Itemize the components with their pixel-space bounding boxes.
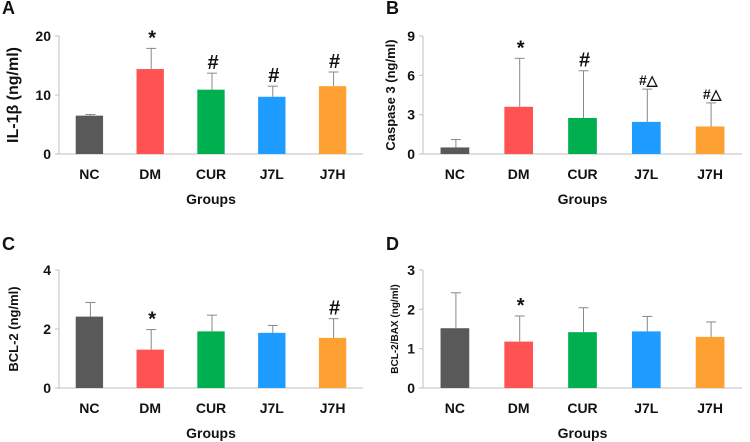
significance-marker: * bbox=[517, 295, 525, 317]
y-tick-label: 6 bbox=[407, 67, 415, 83]
y-tick-label: 3 bbox=[407, 262, 415, 278]
bar-cur bbox=[568, 117, 597, 154]
y-axis-title: IL-1β (ng/ml) bbox=[5, 47, 22, 143]
bar-nc bbox=[75, 316, 104, 388]
significance-marker: # bbox=[329, 51, 340, 73]
x-category-label: J7H bbox=[697, 166, 723, 182]
bar-nc bbox=[75, 115, 104, 154]
x-category-label: CUR bbox=[196, 400, 226, 416]
bar-dm bbox=[504, 106, 534, 154]
x-category-label: J7H bbox=[320, 166, 346, 182]
y-tick-label: 2 bbox=[407, 301, 415, 317]
x-category-label: CUR bbox=[196, 166, 226, 182]
x-category-label: CUR bbox=[567, 166, 597, 182]
x-category-label: NC bbox=[79, 400, 99, 416]
x-category-label: J7L bbox=[260, 166, 285, 182]
y-axis-title: Caspase 3 (ng/ml) bbox=[383, 39, 398, 150]
bar-cur bbox=[568, 332, 597, 388]
panel-c: C 0 2 4 NC DM * CUR J7L J7H # Groups BCL-2 (ng/ml) bbox=[2, 234, 363, 441]
x-category-label: DM bbox=[508, 400, 530, 416]
panel-letter: B bbox=[386, 0, 399, 18]
y-axis-title: BCL-2 (ng/ml) bbox=[6, 286, 21, 371]
bar-j7l bbox=[631, 121, 661, 154]
bar-j7h bbox=[318, 86, 347, 154]
x-category-label: J7H bbox=[697, 400, 723, 416]
y-tick-label: 0 bbox=[43, 380, 51, 396]
y-tick-label: 1 bbox=[407, 341, 415, 357]
panel-d: D 0 1 2 3 NC DM * CUR J7L J7H Groups BCL-2/BAX (ng/m… bbox=[386, 234, 742, 441]
x-axis-title: Groups bbox=[186, 191, 236, 207]
significance-marker: #△ bbox=[639, 72, 659, 88]
y-tick-label: 0 bbox=[407, 146, 415, 162]
y-tick-label: 20 bbox=[35, 28, 51, 44]
x-category-label: DM bbox=[139, 400, 161, 416]
significance-marker: #△ bbox=[703, 86, 723, 102]
x-category-label: J7H bbox=[320, 400, 346, 416]
x-category-label: CUR bbox=[567, 400, 597, 416]
bar-dm bbox=[136, 69, 164, 154]
bar-cur bbox=[197, 89, 225, 154]
y-tick-label: 0 bbox=[43, 146, 51, 162]
x-category-label: NC bbox=[79, 166, 99, 182]
x-axis-title: Groups bbox=[186, 425, 236, 441]
x-category-label: J7L bbox=[260, 400, 285, 416]
y-tick-label: 2 bbox=[43, 321, 51, 337]
panel-letter: C bbox=[2, 234, 15, 254]
bar-j7l bbox=[258, 332, 286, 388]
y-tick-label: 10 bbox=[35, 87, 51, 103]
significance-marker: # bbox=[207, 52, 218, 74]
y-tick-label: 0 bbox=[407, 380, 415, 396]
bar-nc bbox=[440, 147, 470, 154]
y-tick-label: 9 bbox=[407, 28, 415, 44]
bar-dm bbox=[136, 349, 164, 388]
panel-letter: A bbox=[2, 0, 15, 18]
x-axis-title: Groups bbox=[558, 425, 608, 441]
significance-marker: # bbox=[268, 65, 279, 87]
significance-marker: # bbox=[329, 298, 340, 320]
bar-j7h bbox=[318, 337, 347, 388]
y-tick-label: 4 bbox=[43, 262, 51, 278]
panel-letter: D bbox=[386, 234, 399, 254]
bar-j7h bbox=[695, 336, 725, 388]
x-category-label: NC bbox=[445, 400, 465, 416]
bar-nc bbox=[440, 328, 470, 388]
x-category-label: J7L bbox=[634, 166, 659, 182]
bar-j7l bbox=[258, 96, 286, 154]
bar-j7h bbox=[695, 126, 725, 154]
y-tick-label: 3 bbox=[407, 107, 415, 123]
bar-cur bbox=[197, 331, 225, 388]
panel-a: A 0 10 20 NC DM * CUR # J7L # J7H # Groups IL-1β (ng/m… bbox=[2, 0, 363, 207]
y-axis-title: BCL-2/BAX (ng/ml) bbox=[390, 284, 401, 373]
x-category-label: DM bbox=[139, 166, 161, 182]
bar-j7l bbox=[631, 331, 661, 388]
x-axis-title: Groups bbox=[558, 191, 608, 207]
x-category-label: J7L bbox=[634, 400, 659, 416]
significance-marker: * bbox=[517, 37, 525, 59]
x-category-label: DM bbox=[508, 166, 530, 182]
significance-marker: * bbox=[148, 309, 156, 331]
significance-marker: # bbox=[579, 50, 590, 72]
significance-marker: * bbox=[148, 27, 156, 49]
panel-b: B 0 3 6 9 NC DM * CUR # J7L #△ J7H #△ Groups Caspase 3 … bbox=[383, 0, 742, 207]
bar-dm bbox=[504, 341, 534, 388]
x-category-label: NC bbox=[445, 166, 465, 182]
